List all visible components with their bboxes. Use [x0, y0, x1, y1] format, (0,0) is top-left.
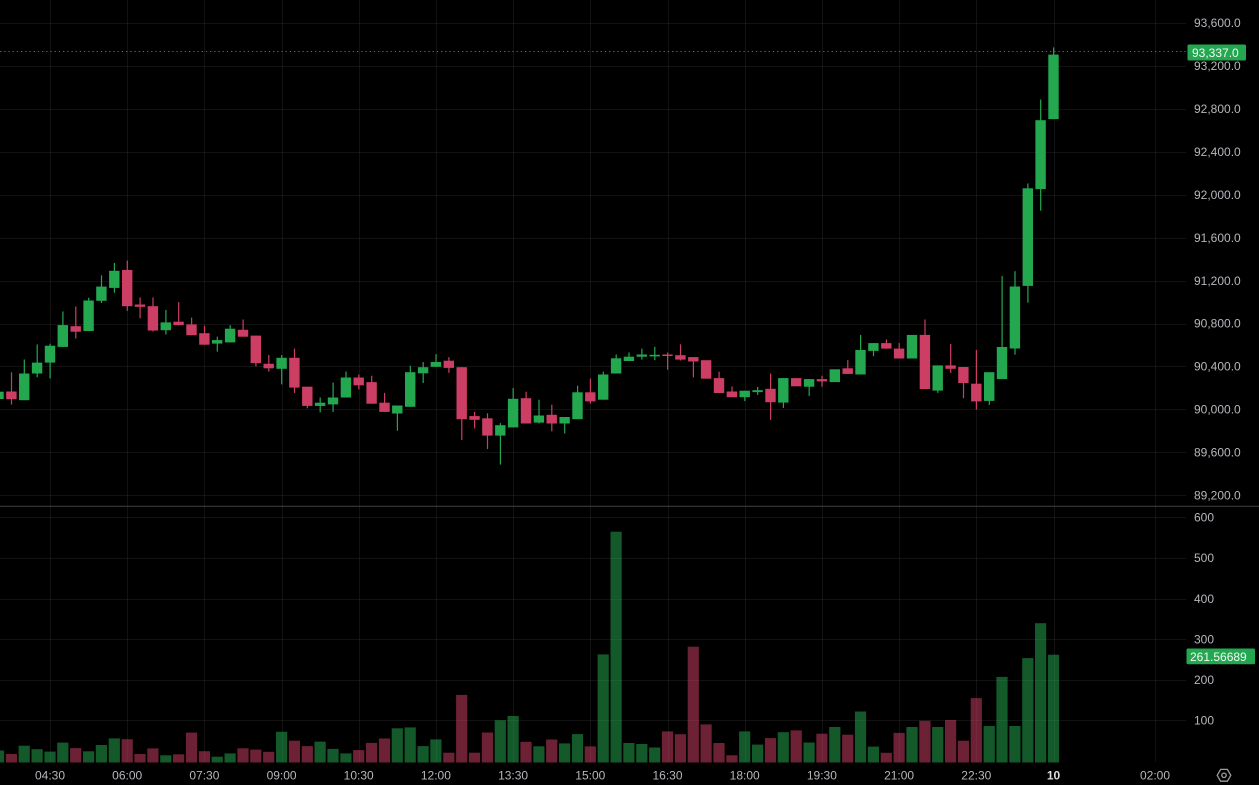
svg-text:13:30: 13:30: [498, 769, 528, 783]
svg-text:90,400.0: 90,400.0: [1194, 360, 1241, 374]
svg-text:600: 600: [1194, 511, 1214, 525]
svg-text:15:00: 15:00: [575, 769, 605, 783]
svg-text:300: 300: [1194, 632, 1214, 646]
svg-text:22:30: 22:30: [961, 769, 991, 783]
svg-text:500: 500: [1194, 551, 1214, 565]
svg-text:91,200.0: 91,200.0: [1194, 274, 1241, 288]
svg-text:10: 10: [1047, 769, 1061, 783]
svg-text:89,600.0: 89,600.0: [1194, 446, 1241, 460]
svg-text:261.56689: 261.56689: [1190, 650, 1247, 664]
svg-text:90,800.0: 90,800.0: [1194, 317, 1241, 331]
svg-text:04:30: 04:30: [35, 769, 65, 783]
svg-text:18:00: 18:00: [730, 769, 760, 783]
svg-text:91,600.0: 91,600.0: [1194, 231, 1241, 245]
svg-text:93,200.0: 93,200.0: [1194, 59, 1241, 73]
svg-text:19:30: 19:30: [807, 769, 837, 783]
svg-text:92,400.0: 92,400.0: [1194, 145, 1241, 159]
svg-text:12:00: 12:00: [421, 769, 451, 783]
svg-text:10:30: 10:30: [344, 769, 374, 783]
svg-text:07:30: 07:30: [189, 769, 219, 783]
svg-text:100: 100: [1194, 714, 1214, 728]
svg-text:02:00: 02:00: [1140, 769, 1170, 783]
svg-text:92,000.0: 92,000.0: [1194, 188, 1241, 202]
svg-text:93,337.0: 93,337.0: [1192, 46, 1239, 60]
svg-text:09:00: 09:00: [267, 769, 297, 783]
svg-text:21:00: 21:00: [884, 769, 914, 783]
svg-text:89,200.0: 89,200.0: [1194, 488, 1241, 502]
svg-text:90,000.0: 90,000.0: [1194, 403, 1241, 417]
svg-text:06:00: 06:00: [112, 769, 142, 783]
svg-text:93,600.0: 93,600.0: [1194, 16, 1241, 30]
svg-text:200: 200: [1194, 673, 1214, 687]
svg-text:400: 400: [1194, 592, 1214, 606]
svg-text:92,800.0: 92,800.0: [1194, 102, 1241, 116]
svg-text:16:30: 16:30: [652, 769, 682, 783]
